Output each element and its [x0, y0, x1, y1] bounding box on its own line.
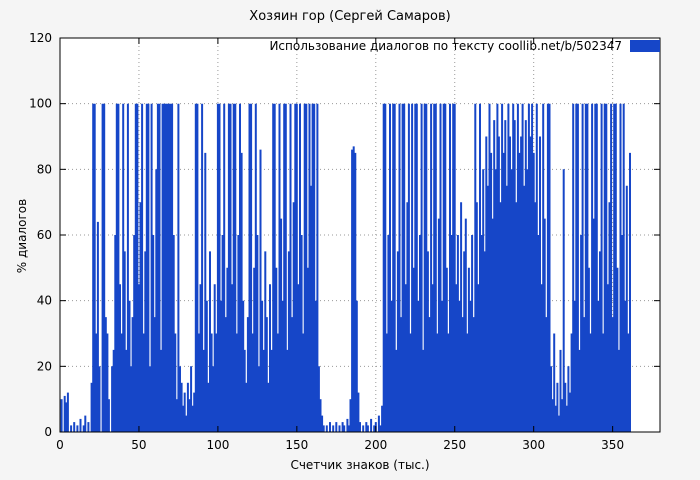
svg-text:20: 20 [37, 359, 52, 373]
svg-text:200: 200 [364, 438, 387, 452]
svg-text:300: 300 [522, 438, 545, 452]
svg-text:50: 50 [131, 438, 146, 452]
svg-text:40: 40 [37, 294, 52, 308]
x-axis-label: Счетчик знаков (тыс.) [290, 458, 430, 472]
tick-labels: 0 50 100 150 200 250 300 350 0 20 40 60 80 100 120 [29, 31, 624, 452]
svg-text:250: 250 [443, 438, 466, 452]
axis-ticks [59, 37, 660, 433]
svg-text:60: 60 [37, 228, 52, 242]
svg-text:0: 0 [44, 425, 52, 439]
svg-text:100: 100 [29, 97, 52, 111]
svg-text:350: 350 [601, 438, 624, 452]
bars [60, 103, 631, 432]
y-axis-label: % диалогов [15, 198, 29, 274]
legend: Использование диалогов по тексту coollib… [269, 39, 660, 53]
svg-text:0: 0 [56, 438, 64, 452]
legend-label: Использование диалогов по тексту coollib… [269, 39, 622, 53]
svg-text:100: 100 [206, 438, 229, 452]
svg-text:120: 120 [29, 31, 52, 45]
legend-swatch [630, 40, 660, 52]
svg-text:150: 150 [285, 438, 308, 452]
chart-title: Хозяин гор (Сергей Самаров) [249, 9, 451, 24]
svg-text:80: 80 [37, 162, 52, 176]
